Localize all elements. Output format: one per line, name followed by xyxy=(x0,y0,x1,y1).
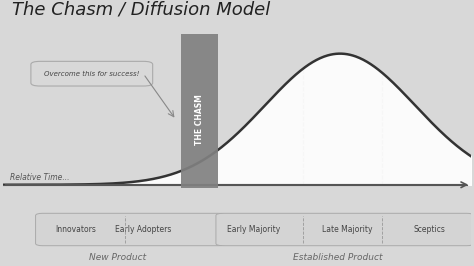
Text: Late Majority: Late Majority xyxy=(322,225,373,234)
Text: Early Majority: Early Majority xyxy=(227,225,280,234)
Text: Overcome this for success!: Overcome this for success! xyxy=(44,71,139,77)
FancyBboxPatch shape xyxy=(36,213,225,246)
Text: Established Product: Established Product xyxy=(293,253,383,262)
Text: Sceptics: Sceptics xyxy=(413,225,445,234)
Text: THE CHASM: THE CHASM xyxy=(195,94,204,146)
FancyBboxPatch shape xyxy=(31,61,153,86)
FancyBboxPatch shape xyxy=(216,213,474,246)
Text: Innovators: Innovators xyxy=(55,225,96,234)
Text: Early Adopters: Early Adopters xyxy=(115,225,172,234)
Text: The Chasm / Diffusion Model: The Chasm / Diffusion Model xyxy=(12,0,270,18)
Text: New Product: New Product xyxy=(89,253,146,262)
Text: Relative Time...: Relative Time... xyxy=(10,173,69,182)
FancyBboxPatch shape xyxy=(181,34,218,188)
